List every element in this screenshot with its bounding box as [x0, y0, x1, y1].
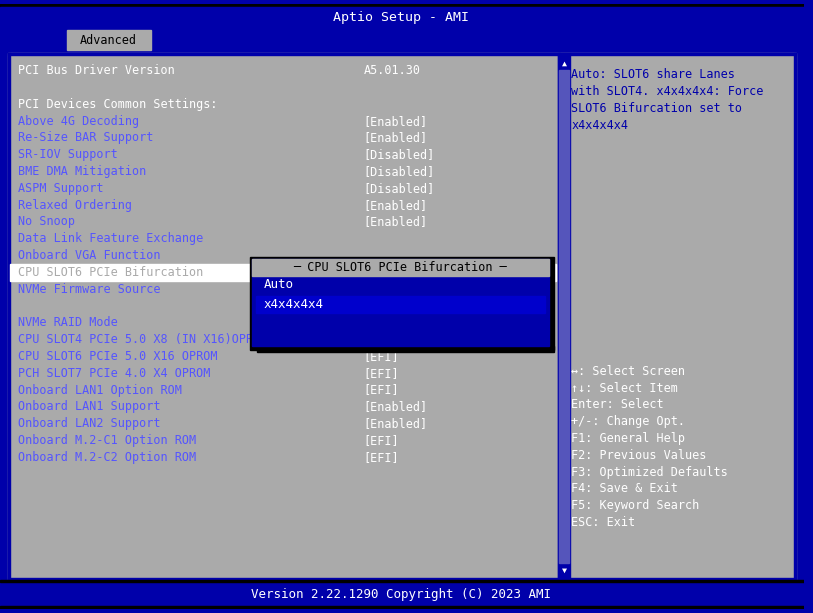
Text: Data Link Feature Exchange: Data Link Feature Exchange — [18, 232, 203, 245]
Text: PCI Devices Common Settings:: PCI Devices Common Settings: — [18, 98, 217, 111]
Bar — [0, 28, 803, 53]
Text: [Enabled]: [Enabled] — [363, 417, 428, 430]
Text: No Snoop: No Snoop — [18, 216, 75, 229]
Bar — [252, 259, 549, 346]
Text: ▲: ▲ — [562, 58, 567, 67]
Text: [Enabled]: [Enabled] — [363, 199, 428, 211]
Text: Version 2.22.1290 Copyright (C) 2023 AMI: Version 2.22.1290 Copyright (C) 2023 AMI — [251, 588, 551, 601]
Text: ▼: ▼ — [562, 565, 567, 574]
Text: [EFI]: [EFI] — [363, 384, 399, 397]
Text: BME DMA Mitigation: BME DMA Mitigation — [18, 165, 146, 178]
Bar — [0, 7, 803, 28]
Bar — [559, 53, 560, 580]
Text: +/-: Change Opt.: +/-: Change Opt. — [572, 415, 685, 428]
Text: [Enabled]: [Enabled] — [363, 216, 428, 229]
Bar — [793, 53, 796, 580]
Bar — [8, 53, 796, 55]
Text: with SLOT4. x4x4x4x4: Force: with SLOT4. x4x4x4x4: Force — [572, 85, 763, 98]
Bar — [8, 53, 10, 580]
Text: Auto: SLOT6 share Lanes: Auto: SLOT6 share Lanes — [572, 68, 735, 81]
Text: ESC: Exit: ESC: Exit — [572, 516, 636, 529]
Bar — [256, 296, 545, 313]
Text: Onboard LAN1 Option ROM: Onboard LAN1 Option ROM — [18, 384, 181, 397]
Bar — [8, 53, 796, 580]
Text: F2: Previous Values: F2: Previous Values — [572, 449, 706, 462]
Text: SR-IOV Support: SR-IOV Support — [18, 148, 118, 161]
Text: Relaxed Ordering: Relaxed Ordering — [18, 199, 132, 211]
Bar — [252, 259, 549, 276]
Text: Onboard VGA Function: Onboard VGA Function — [18, 249, 160, 262]
Text: [Enabled]: [Enabled] — [363, 316, 428, 329]
Text: CPU SLOT6 PCIe Bifurcation: CPU SLOT6 PCIe Bifurcation — [18, 266, 203, 279]
Text: Above 4G Decoding: Above 4G Decoding — [18, 115, 139, 128]
Text: Onboard LAN2 Support: Onboard LAN2 Support — [18, 417, 160, 430]
Text: F5: Keyword Search: F5: Keyword Search — [572, 499, 699, 512]
Text: [Enabled]: [Enabled] — [363, 115, 428, 128]
Text: ASPM Support: ASPM Support — [18, 182, 103, 195]
Text: SLOT6 Bifurcation set to: SLOT6 Bifurcation set to — [572, 102, 742, 115]
Text: x4x4x4x4: x4x4x4x4 — [572, 119, 628, 132]
Text: [Disabled]: [Disabled] — [363, 148, 435, 161]
Text: CPU SLOT4 PCIe 5.0 X8 (IN X16)OPROM: CPU SLOT4 PCIe 5.0 X8 (IN X16)OPROM — [18, 333, 267, 346]
Bar — [0, 580, 803, 609]
Text: ─ CPU SLOT6 PCIe Bifurcation ─: ─ CPU SLOT6 PCIe Bifurcation ─ — [293, 261, 507, 274]
Text: [Enabled]: [Enabled] — [363, 400, 428, 413]
Text: Aptio Setup - AMI: Aptio Setup - AMI — [333, 11, 469, 24]
Bar — [10, 264, 556, 281]
Text: CPU SLOT6 PCIe 5.0 X16 OPROM: CPU SLOT6 PCIe 5.0 X16 OPROM — [18, 350, 217, 363]
Bar — [559, 55, 571, 578]
Bar — [67, 30, 151, 50]
Bar — [0, 580, 803, 582]
Text: F4: Save & Exit: F4: Save & Exit — [572, 482, 678, 495]
Text: ↔: Select Screen: ↔: Select Screen — [572, 365, 685, 378]
Text: [EFI]: [EFI] — [363, 367, 399, 379]
Text: NVMe Firmware Source: NVMe Firmware Source — [18, 283, 160, 295]
Bar — [8, 578, 796, 580]
Text: F1: General Help: F1: General Help — [572, 432, 685, 445]
Bar — [0, 606, 803, 609]
Text: A5.01.30: A5.01.30 — [363, 64, 421, 77]
Bar — [559, 70, 569, 563]
Bar — [257, 346, 554, 352]
Text: Advanced: Advanced — [80, 34, 137, 47]
Bar — [250, 257, 554, 351]
Text: Enter: Select: Enter: Select — [572, 398, 664, 411]
Text: F3: Optimized Defaults: F3: Optimized Defaults — [572, 465, 728, 479]
Text: ↑↓: Select Item: ↑↓: Select Item — [572, 381, 678, 395]
Text: Onboard LAN1 Support: Onboard LAN1 Support — [18, 400, 160, 413]
Text: x4x4x4x4: x4x4x4x4 — [264, 297, 324, 311]
Text: [EFI]: [EFI] — [363, 350, 399, 363]
Text: [Disabled]: [Disabled] — [363, 182, 435, 195]
Text: PCI Bus Driver Version: PCI Bus Driver Version — [18, 64, 175, 77]
Text: [Enabled]: [Enabled] — [363, 131, 428, 145]
Text: Onboard M.2-C1 Option ROM: Onboard M.2-C1 Option ROM — [18, 434, 196, 447]
Text: [EFI]: [EFI] — [363, 333, 399, 346]
Text: Onboard M.2-C2 Option ROM: Onboard M.2-C2 Option ROM — [18, 451, 196, 464]
Text: [EFI]: [EFI] — [363, 434, 399, 447]
Text: Re-Size BAR Support: Re-Size BAR Support — [18, 131, 153, 145]
Text: [EFI]: [EFI] — [363, 451, 399, 464]
Bar — [0, 4, 803, 7]
Text: Auto: Auto — [264, 278, 294, 291]
Text: [Disabled]: [Disabled] — [363, 165, 435, 178]
Text: PCH SLOT7 PCIe 4.0 X4 OPROM: PCH SLOT7 PCIe 4.0 X4 OPROM — [18, 367, 211, 379]
Text: NVMe RAID Mode: NVMe RAID Mode — [18, 316, 118, 329]
